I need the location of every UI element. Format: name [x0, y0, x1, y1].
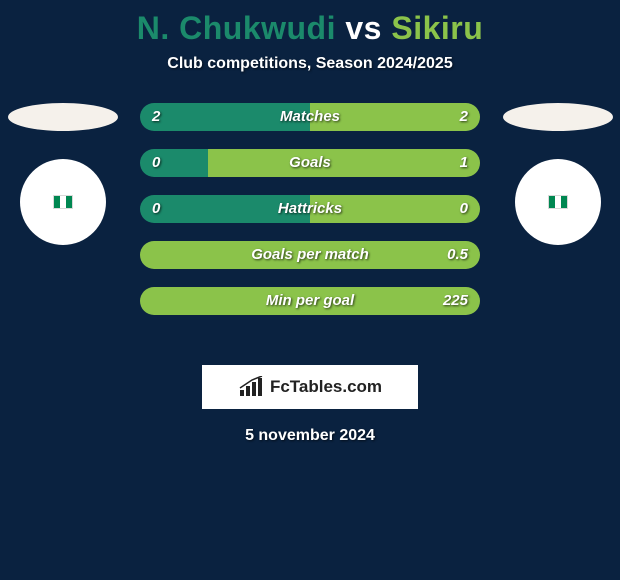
stat-bar: Goals0 1	[140, 149, 480, 177]
stat-value-right: 0	[460, 195, 468, 223]
stat-label: Matches	[140, 103, 480, 131]
stat-value-right: 2	[460, 103, 468, 131]
player2-photo-placeholder	[503, 103, 613, 131]
branding-text: FcTables.com	[270, 377, 382, 397]
player1-flag-circle	[20, 159, 106, 245]
stat-label: Min per goal	[140, 287, 480, 315]
player1-flag-icon	[53, 195, 73, 209]
stat-value-right: 1	[460, 149, 468, 177]
stat-bar: Hattricks0 0	[140, 195, 480, 223]
branding-chart-icon	[238, 376, 264, 398]
player2-side	[495, 103, 620, 245]
stat-label: Goals per match	[140, 241, 480, 269]
player1-side	[0, 103, 125, 245]
player1-photo-placeholder	[8, 103, 118, 131]
subtitle: Club competitions, Season 2024/2025	[0, 55, 620, 73]
stat-value-left: 0	[152, 149, 160, 177]
player2-flag-circle	[515, 159, 601, 245]
title-player1: N. Chukwudi	[137, 10, 336, 46]
page-title: N. Chukwudi vs Sikiru	[0, 0, 620, 47]
comparison-area: Matches22Goals01Hattricks00Goals per mat…	[0, 103, 620, 343]
stat-bar: Goals per match0.5	[140, 241, 480, 269]
stat-bars: Matches22Goals01Hattricks00Goals per mat…	[140, 103, 480, 315]
branding-box: FcTables.com	[202, 365, 418, 409]
stat-value-right: 0.5	[447, 241, 468, 269]
stat-label: Hattricks	[140, 195, 480, 223]
stat-bar: Min per goal225	[140, 287, 480, 315]
stat-bar: Matches2 2	[140, 103, 480, 131]
stat-value-left: 2	[152, 103, 160, 131]
title-player2: Sikiru	[391, 10, 483, 46]
date-text: 5 november 2024	[0, 427, 620, 445]
stat-value-right: 225	[443, 287, 468, 315]
player2-flag-icon	[548, 195, 568, 209]
stat-value-left: 0	[152, 195, 160, 223]
stat-label: Goals	[140, 149, 480, 177]
title-vs: vs	[345, 10, 382, 46]
flag-stripe	[66, 196, 72, 208]
flag-stripe	[561, 196, 567, 208]
